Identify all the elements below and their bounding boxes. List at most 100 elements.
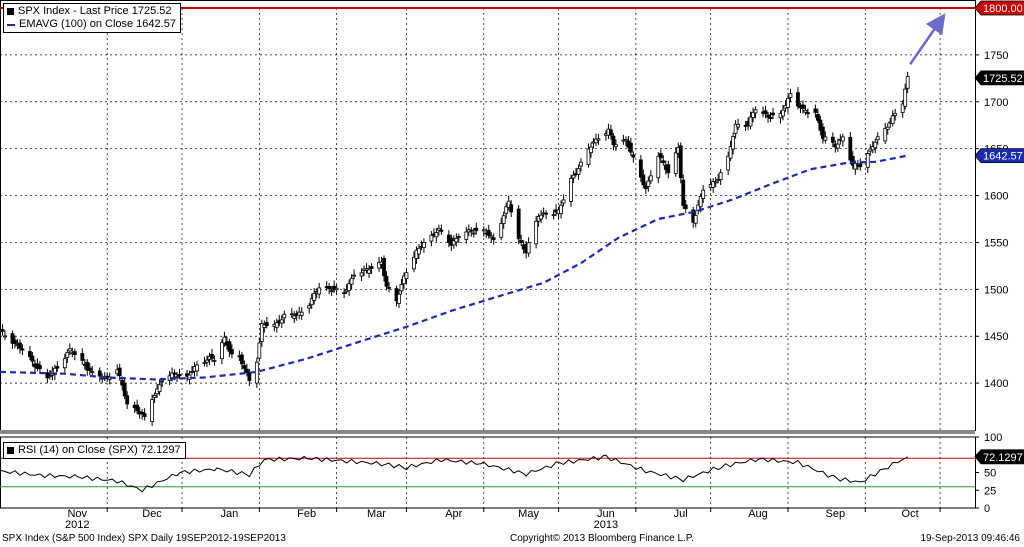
rsi-y-tick-label: 0 (984, 503, 990, 515)
candle-body (317, 287, 322, 295)
candle-body (646, 180, 651, 187)
candle-body (247, 372, 252, 381)
footer-timestamp: 19-Sep-2013 09:46:46 (920, 533, 1020, 544)
candle-body (279, 319, 284, 324)
candle-body (292, 315, 297, 319)
candle-body (120, 379, 125, 386)
candle-body (631, 154, 636, 158)
candle-body (728, 146, 733, 159)
candle-body (489, 235, 494, 238)
candle-body (903, 88, 908, 107)
x-tick-label: Jun (597, 508, 615, 520)
candle-body (397, 293, 401, 304)
candle-body (3, 335, 7, 338)
candle-body (638, 159, 643, 178)
price-legend-label: SPX Index - Last Price 1725.52 (18, 5, 172, 17)
candle-body (865, 153, 870, 168)
candle-body (801, 104, 805, 110)
candle-body (526, 242, 531, 254)
candle-body (504, 206, 509, 214)
candle-body (142, 413, 147, 417)
candle-body (481, 229, 486, 232)
candle-body (65, 352, 70, 358)
candle-body (242, 364, 247, 369)
candle-body (177, 374, 182, 377)
candle-body (766, 114, 770, 118)
candle-body (239, 354, 244, 365)
candle-body (693, 215, 698, 224)
ema-series-swatch (7, 23, 15, 26)
candle-body (698, 195, 703, 208)
candle-body (905, 76, 910, 89)
candle-body (309, 298, 314, 306)
candle-body (648, 175, 653, 182)
candle-body (367, 269, 371, 274)
upward-arrow-annotation (909, 13, 946, 65)
candle-body (813, 108, 818, 113)
candle-body (172, 372, 177, 375)
candle-body (474, 227, 479, 232)
x-tick-label: Feb (297, 508, 316, 520)
x-tick-label: Jul (674, 508, 688, 520)
x-year-label: 2012 (65, 519, 89, 531)
x-tick-label: Sep (825, 508, 845, 520)
candle-body (404, 272, 409, 280)
candle-body (439, 229, 444, 232)
candle-body (402, 275, 406, 285)
candle-body (382, 258, 386, 277)
candle-body (656, 155, 661, 179)
price-panel-frame (0, 0, 976, 431)
candle-body (516, 208, 521, 240)
candle-body (818, 119, 823, 131)
candle-body (753, 109, 758, 114)
candle-body (491, 237, 496, 240)
candle-body (681, 179, 686, 206)
candle-body (37, 365, 42, 370)
candle-body (212, 359, 217, 362)
x-tick-label: Nov (67, 508, 87, 520)
x-year-label: 2013 (594, 519, 618, 531)
candle-body (539, 214, 544, 220)
y-tick-label: 1550 (984, 237, 1008, 249)
candle-body (369, 266, 374, 269)
last-price-tag: 1725.52 (983, 73, 1023, 85)
candle-body (222, 336, 227, 344)
candle-body (820, 126, 825, 139)
candle-body (658, 153, 663, 159)
candle-body (786, 98, 790, 108)
candle-body (875, 136, 880, 141)
x-tick-label: Jan (220, 508, 238, 520)
ema-legend-label: EMAVG (100) on Close 1642.57 (19, 18, 176, 30)
candle-body (55, 366, 60, 369)
candle-body (771, 112, 775, 116)
candle-body (666, 164, 671, 174)
candle-body (210, 353, 214, 359)
y-tick-label: 1750 (984, 50, 1008, 62)
candle-body (883, 128, 888, 142)
candle-body (464, 231, 469, 240)
candle-body (364, 268, 369, 271)
candle-body (417, 247, 421, 255)
candle-body (175, 376, 179, 379)
candle-body (471, 232, 476, 235)
candle-body (596, 138, 601, 141)
candle-body (873, 141, 878, 149)
candle-body (559, 204, 563, 214)
x-tick-label: Aug (748, 508, 768, 520)
rsi-y-tick-label: 50 (984, 468, 996, 480)
candle-body (30, 355, 35, 362)
candle-body (264, 322, 269, 326)
candle-body (205, 359, 209, 363)
resistance-tag-box (974, 0, 1024, 16)
candle-body (10, 333, 15, 344)
candle-body (850, 156, 855, 166)
rsi-y-tick-label: 25 (984, 485, 996, 497)
candle-body (422, 242, 426, 249)
candle-body (486, 230, 491, 236)
candle-body (748, 116, 753, 127)
candle-body (157, 384, 162, 392)
candle-body (501, 215, 506, 225)
candle-body (870, 146, 875, 151)
y-tick-label: 1700 (984, 97, 1008, 109)
